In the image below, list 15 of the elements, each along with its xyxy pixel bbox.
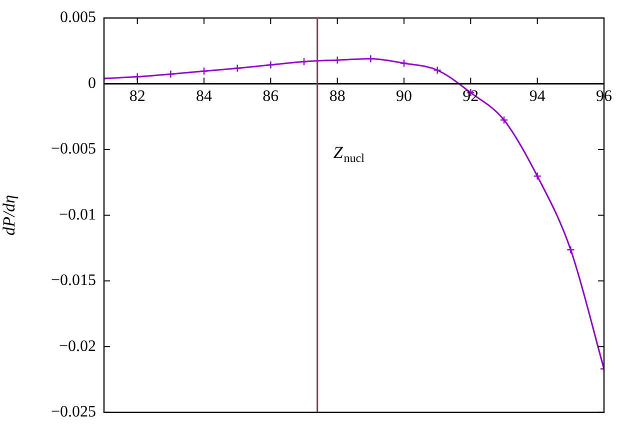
x-tick-label: 88 [329,88,346,105]
x-tick-label: 94 [529,88,546,105]
y-tick-label: −0.01 [58,206,96,224]
x-tick-label: 92 [462,88,479,105]
y-tick-label: −0.02 [58,338,96,355]
x-tick-label: 82 [129,88,146,105]
y-tick-label: −0.005 [50,140,96,158]
x-tick-label: 90 [396,88,412,105]
y-tick-label: 0 [88,74,96,92]
x-tick-label: 84 [196,88,212,105]
y-tick-label: 0.005 [60,9,96,26]
y-tick-label: −0.025 [50,404,96,421]
y-tick-label: −0.015 [50,272,96,290]
x-tick-label: 86 [262,88,279,105]
y-axis-title: dP/dη [0,194,19,236]
